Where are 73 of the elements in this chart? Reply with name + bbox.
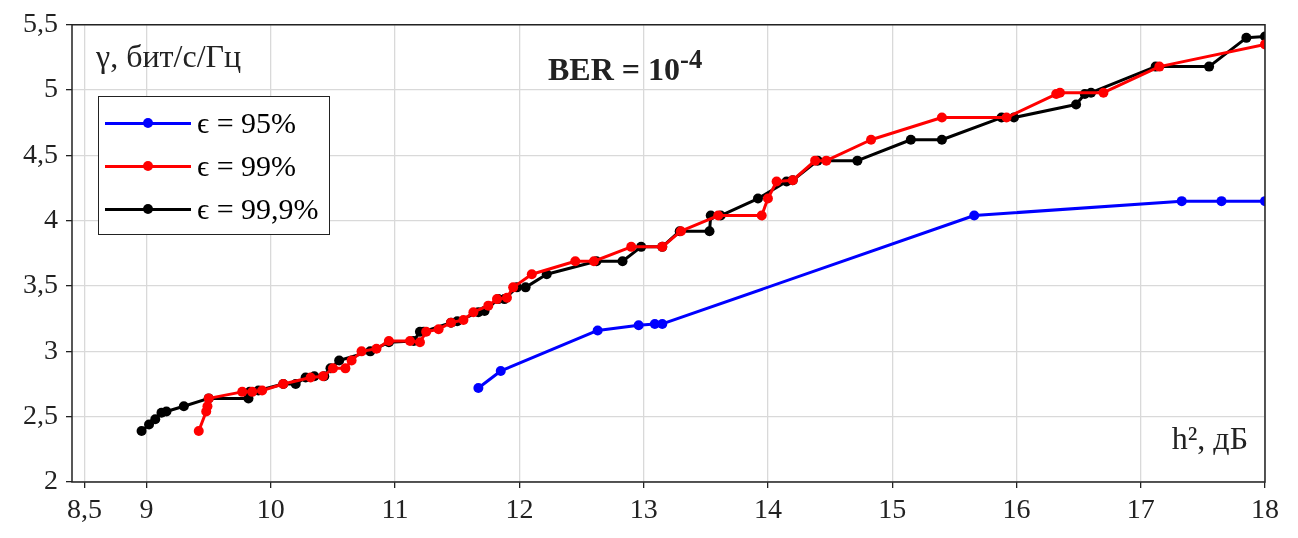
- x-tick-label: 11: [381, 493, 409, 525]
- point: [866, 134, 877, 145]
- point: [821, 155, 832, 166]
- x-tick-label: 16: [1002, 493, 1031, 525]
- text: BER = 10$^{-4}$: [548, 44, 703, 88]
- point: [458, 315, 469, 326]
- x-tick-label: 17: [1126, 493, 1155, 525]
- point: [526, 269, 537, 280]
- point: [305, 372, 316, 383]
- point: [468, 307, 479, 318]
- point: [762, 193, 773, 204]
- point: [1098, 87, 1109, 98]
- x-tick-label: 8,5: [66, 493, 102, 525]
- point: [136, 426, 147, 437]
- point: [150, 414, 161, 425]
- x-tick-label: 18: [1251, 493, 1279, 525]
- point: [626, 241, 637, 252]
- point: [334, 355, 345, 366]
- point: [852, 155, 863, 166]
- point: [592, 325, 603, 336]
- y-tick-label: 3,5: [23, 268, 58, 300]
- legend-label: ϵ = 99%: [197, 148, 297, 183]
- point: [483, 300, 494, 311]
- point: [905, 134, 916, 145]
- legend-label: ϵ = 95%: [197, 105, 297, 140]
- x-tick-label: 12: [505, 493, 534, 525]
- point: [356, 346, 367, 357]
- point: [936, 112, 947, 123]
- x-tick-label: 10: [256, 493, 285, 525]
- point: [257, 385, 268, 396]
- x-tick-label: 9: [139, 493, 154, 525]
- point: [752, 193, 763, 204]
- x-tick-label: 13: [629, 493, 658, 525]
- x-axis-title: h², дБ: [1171, 420, 1248, 457]
- y-tick-label: 2: [44, 464, 58, 496]
- point: [1204, 61, 1215, 72]
- point: [633, 320, 644, 331]
- point: [473, 382, 484, 393]
- point: [495, 365, 506, 376]
- point: [340, 363, 351, 374]
- point: [237, 386, 248, 397]
- point: [144, 419, 155, 430]
- point: [617, 256, 628, 267]
- point: [520, 282, 531, 293]
- point: [704, 226, 715, 237]
- point: [433, 324, 444, 335]
- y-tick-label: 3: [44, 333, 58, 365]
- y-tick-label: 5,5: [23, 7, 58, 39]
- point: [346, 355, 357, 366]
- point: [178, 401, 189, 412]
- point: [657, 318, 668, 329]
- y-tick-label: 4,5: [23, 137, 58, 169]
- point: [1154, 61, 1165, 72]
- x-tick-label: 14: [753, 493, 782, 525]
- point: [1071, 99, 1082, 110]
- x-tick-label: 15: [878, 493, 907, 525]
- point: [1001, 112, 1012, 123]
- y-axis-title: γ, бит/с/Гц: [96, 38, 242, 75]
- y-tick-label: 2,5: [23, 399, 58, 431]
- point: [936, 134, 947, 145]
- y-tick-label: 4: [44, 203, 58, 235]
- point: [371, 343, 382, 354]
- point: [193, 426, 204, 437]
- point: [771, 176, 782, 187]
- point: [756, 210, 767, 221]
- legend-label: ϵ = 99,9%: [197, 191, 319, 226]
- point: [969, 210, 980, 221]
- point: [414, 337, 425, 348]
- point: [1176, 196, 1187, 207]
- point: [1241, 32, 1252, 43]
- point: [1216, 196, 1227, 207]
- y-tick-label: 5: [44, 72, 58, 104]
- point: [570, 256, 581, 267]
